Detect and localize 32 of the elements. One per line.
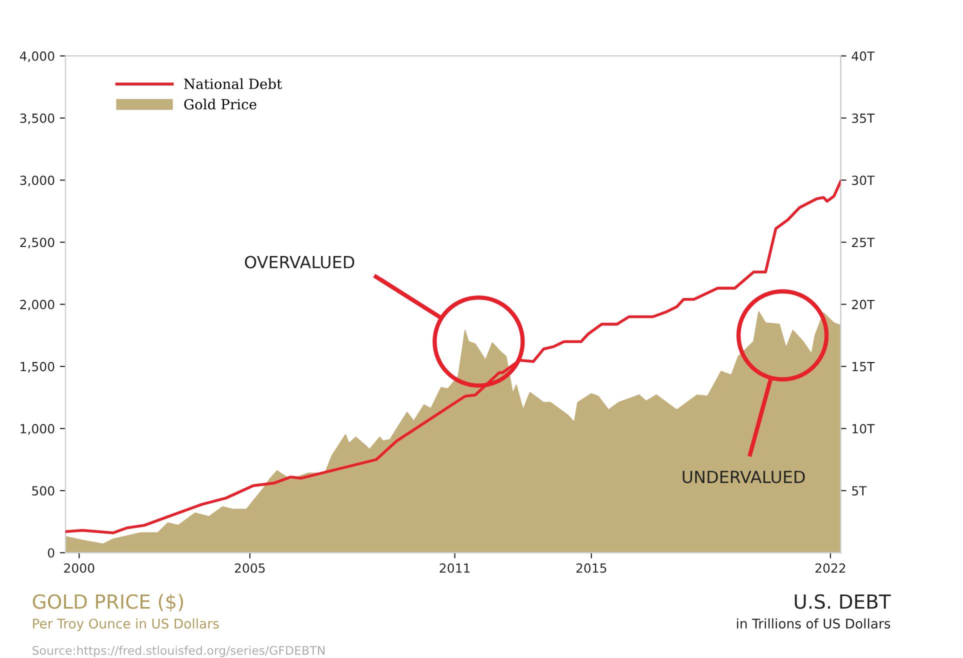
y2-tick-label: 15T	[852, 362, 875, 372]
y-tick-label: 3,000	[20, 176, 54, 186]
legend-label: Gold Price	[184, 98, 256, 110]
y-tick-label: 1,000	[20, 424, 54, 435]
x-tick-label: 2005	[234, 563, 265, 573]
line-series	[65, 180, 841, 534]
y2-tick-label: 5T	[852, 486, 867, 496]
x-tick-label: 2015	[576, 563, 606, 573]
text: in Trillions of US Dollars	[737, 618, 890, 629]
x-tick-label: 2011	[440, 563, 470, 573]
annotation: UNDERVALUED	[682, 470, 805, 484]
source-note: Source:https://fred.stlouisfed.org/series/GFDEBTN	[32, 646, 324, 658]
y-axis-title: GOLD PRICE ($)	[32, 594, 184, 612]
y2-tick-label: 25T	[852, 238, 875, 248]
y2-tick-label: 40T	[852, 51, 875, 61]
y2-tick-label: 35T	[852, 114, 875, 123]
text: Per Troy Ounce in US Dollars	[33, 618, 219, 632]
y2-axis-title: U.S. DEBT	[794, 594, 891, 609]
x-tick-label: 2022	[815, 563, 846, 573]
y-tick-label: 0	[48, 548, 54, 558]
y-tick-label: 4,000	[20, 51, 54, 62]
legend-label: National Debt	[184, 78, 282, 90]
annotation: OVERVALUED	[244, 256, 354, 268]
y2-tick-label: 30T	[852, 176, 875, 186]
y2-tick-label: 20T	[852, 300, 875, 310]
y2-tick-label: 10T	[852, 424, 875, 434]
y-tick-label: 3,500	[20, 114, 54, 124]
y-tick-label: 2,000	[20, 300, 54, 311]
y-tick-label: 2,500	[20, 238, 54, 248]
x-tick-label: 2000	[64, 563, 94, 573]
y-tick-label: 500	[32, 486, 54, 496]
y-tick-label: 1,500	[20, 362, 54, 373]
